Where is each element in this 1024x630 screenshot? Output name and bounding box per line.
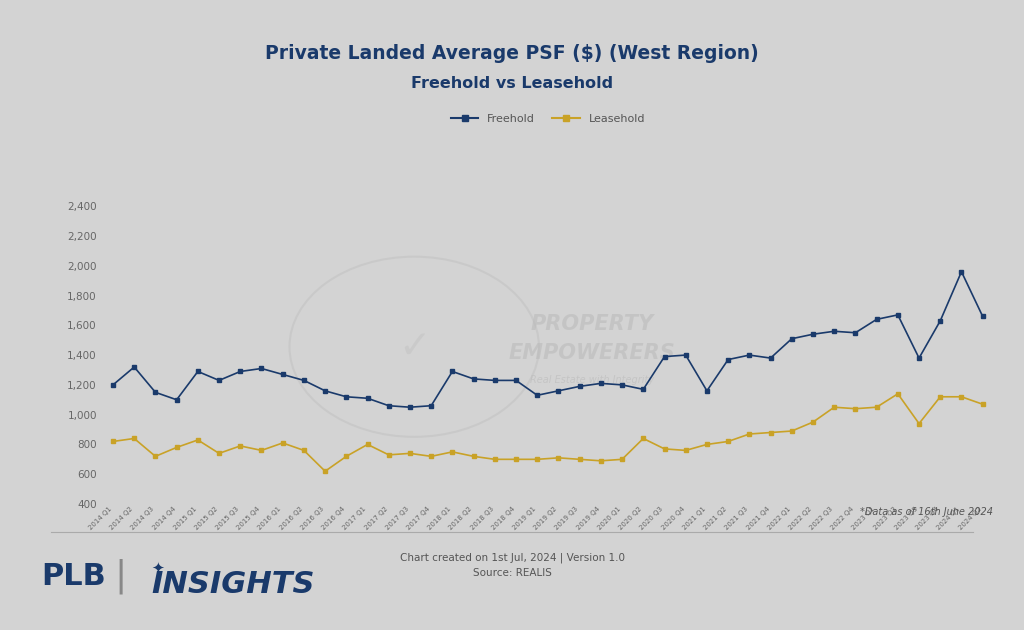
- Text: PLB: PLB: [41, 562, 105, 591]
- Text: *Data as of 16th June 2024: *Data as of 16th June 2024: [860, 507, 993, 517]
- Text: ✓: ✓: [398, 328, 430, 366]
- Text: Source: REALIS: Source: REALIS: [472, 568, 552, 578]
- Text: Private Landed Average PSF ($) (West Region): Private Landed Average PSF ($) (West Reg…: [265, 44, 759, 63]
- Text: Freehold vs Leasehold: Freehold vs Leasehold: [411, 76, 613, 91]
- Text: |: |: [115, 559, 127, 594]
- Text: ✦: ✦: [152, 561, 164, 576]
- Text: PROPERTY: PROPERTY: [530, 314, 654, 334]
- Text: Real Estate with Integrity: Real Estate with Integrity: [530, 374, 654, 384]
- Text: INSIGHTS: INSIGHTS: [152, 570, 315, 598]
- Legend: Freehold, Leasehold: Freehold, Leasehold: [446, 110, 649, 129]
- Text: Chart created on 1st Jul, 2024 | Version 1.0: Chart created on 1st Jul, 2024 | Version…: [399, 553, 625, 563]
- Text: EMPOWERERS: EMPOWERERS: [509, 343, 676, 364]
